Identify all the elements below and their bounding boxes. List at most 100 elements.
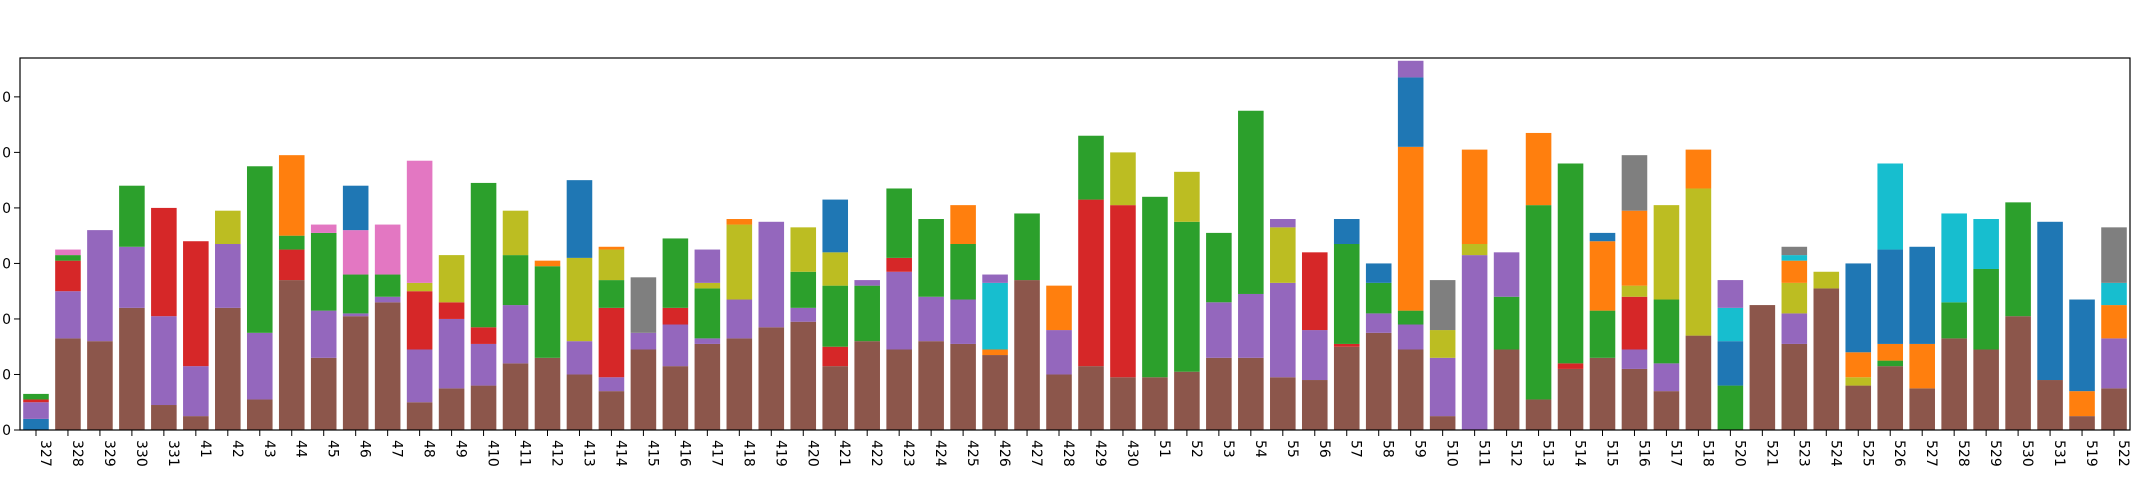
bar-segment-329-0 (87, 341, 113, 430)
x-tick-label: 427 (1028, 440, 1044, 467)
bar-segment-412-7 (534, 260, 561, 267)
bar-segment-518-0 (1685, 335, 1712, 430)
bar-segment-430-0 (1110, 377, 1136, 430)
x-tick-label: 411 (517, 440, 533, 467)
bar-segment-428-2 (1046, 330, 1072, 375)
bar-segment-417-5 (694, 282, 721, 289)
bar-segment-420-4 (790, 271, 817, 308)
bar-segment-52-0 (1174, 371, 1200, 430)
bar-segment-44-4 (278, 235, 305, 250)
bar-segment-512-10 (1493, 252, 1520, 297)
bar-segment-523-0 (1781, 343, 1808, 430)
x-tick-label: 49 (453, 440, 469, 458)
x-tick-label: 59 (1412, 440, 1428, 458)
x-tick-label: 422 (868, 440, 884, 467)
bar-segment-430-3 (1110, 205, 1136, 378)
bars-layer (23, 60, 2127, 430)
bar-segment-418-5 (726, 224, 753, 300)
y-axis: 0 0 0 0 0 0 0 (2, 90, 20, 439)
bar-segment-527-0 (1909, 388, 1935, 430)
bar-segment-511-2 (1461, 255, 1488, 430)
bar-segment-528-0 (1941, 338, 1967, 430)
bar-segment-526-0 (1877, 366, 1904, 430)
bar-segment-57-3 (1333, 343, 1360, 347)
y-tick-label: 0 (2, 423, 11, 439)
y-tick-label: 0 (2, 90, 11, 106)
bar-segment-427-0 (1014, 280, 1040, 430)
bar-segment-55-2 (1270, 282, 1296, 378)
bar-segment-328-2 (55, 291, 81, 339)
bar-segment-328-0 (55, 338, 81, 430)
x-tick-label: 48 (421, 440, 437, 458)
x-tick-label: 425 (964, 440, 980, 467)
bar-segment-421-5 (822, 252, 849, 286)
bar-segment-424-0 (918, 341, 944, 430)
x-axis: 327 328 329 330 331 41 42 43 44 45 46 47 48 49 410 411 4… (35, 430, 2131, 467)
bar-segment-522-7 (2101, 305, 2127, 339)
bar-segment-328-4 (55, 255, 81, 261)
bar-segment-411-5 (502, 210, 529, 256)
bar-segment-45-2 (310, 310, 337, 358)
bar-segment-57-4 (1333, 244, 1360, 344)
x-tick-label: 412 (549, 440, 565, 467)
bar-segment-45-6 (310, 224, 337, 233)
bar-segment-46-2 (342, 313, 369, 317)
bar-segment-42-2 (215, 244, 241, 308)
bar-segment-59-8 (1397, 77, 1424, 147)
bar-segment-46-0 (342, 316, 369, 430)
bar-segment-525-0 (1845, 385, 1872, 430)
x-tick-label: 41 (197, 440, 213, 458)
bar-segment-425-7 (950, 205, 976, 244)
bar-segment-523-11 (1781, 246, 1808, 256)
bar-segment-528-4 (1941, 302, 1967, 339)
bar-segment-527-8 (1909, 246, 1935, 344)
bar-segment-327-4 (23, 393, 49, 400)
x-tick-label: 512 (1508, 440, 1524, 467)
bar-segment-48-3 (406, 291, 433, 350)
bar-segment-414-5 (598, 249, 625, 281)
x-tick-label: 521 (1763, 440, 1779, 467)
bar-segment-55-5 (1270, 227, 1296, 283)
bar-segment-46-4 (342, 274, 369, 314)
x-tick-label: 329 (101, 440, 117, 467)
bar-segment-414-7 (598, 246, 625, 250)
bar-segment-528-9 (1941, 213, 1967, 303)
x-tick-label: 54 (1252, 440, 1268, 458)
bar-segment-416-4 (662, 238, 689, 308)
bar-segment-48-2 (406, 349, 433, 403)
bar-segment-56-0 (1301, 380, 1328, 430)
bar-segment-423-3 (886, 257, 912, 272)
bar-segment-412-4 (534, 266, 561, 358)
x-tick-label: 429 (1092, 440, 1108, 467)
x-tick-label: 515 (1604, 440, 1620, 467)
bar-segment-525-8 (1845, 263, 1872, 353)
bar-segment-521-0 (1749, 305, 1776, 430)
bar-segment-522-11 (2101, 227, 2127, 283)
bar-segment-515-7 (1589, 241, 1616, 311)
bar-segment-526-8 (1877, 249, 1904, 344)
bar-segment-47-6 (374, 224, 401, 275)
bar-segment-46-8 (342, 185, 369, 231)
bar-segment-526-7 (1877, 343, 1904, 361)
bar-segment-421-0 (822, 366, 849, 430)
bar-segment-419-2 (758, 221, 785, 328)
bar-segment-515-4 (1589, 310, 1616, 358)
bar-segment-44-7 (278, 155, 305, 236)
bar-segment-522-9 (2101, 282, 2127, 306)
x-tick-label: 517 (1667, 440, 1683, 467)
bar-segment-58-2 (1365, 313, 1392, 333)
bar-segment-525-5 (1845, 377, 1872, 386)
x-tick-label: 410 (485, 440, 501, 467)
bar-segment-417-10 (694, 249, 721, 283)
x-tick-label: 414 (612, 440, 628, 467)
bar-segment-513-0 (1525, 399, 1552, 430)
x-tick-label: 528 (1955, 440, 1971, 467)
bar-segment-529-9 (1973, 219, 1999, 269)
bar-segment-514-0 (1557, 368, 1584, 430)
bar-segment-54-2 (1238, 293, 1264, 358)
bar-segment-510-11 (1429, 280, 1456, 331)
bar-segment-418-0 (726, 338, 753, 430)
bar-segment-512-0 (1493, 349, 1520, 430)
bar-segment-526-4 (1877, 360, 1904, 367)
bar-segment-331-3 (151, 207, 177, 317)
